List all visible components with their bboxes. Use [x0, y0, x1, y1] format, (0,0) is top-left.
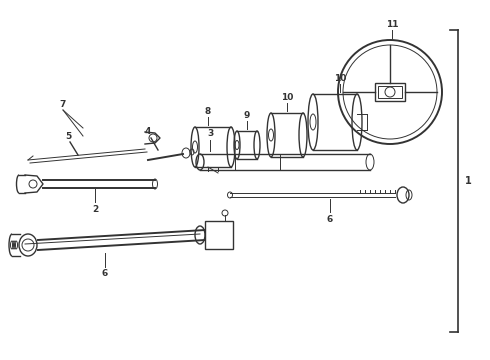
Text: 1: 1: [465, 176, 471, 186]
Text: 9: 9: [244, 111, 250, 120]
Bar: [378, 86, 402, 98]
Text: 5: 5: [65, 131, 71, 140]
Text: 10: 10: [281, 93, 293, 102]
Text: 10: 10: [334, 73, 346, 82]
Text: 11: 11: [386, 19, 398, 28]
Text: 6: 6: [327, 215, 333, 224]
Bar: [205, 221, 233, 249]
Bar: [375, 83, 405, 101]
Text: 3: 3: [207, 129, 213, 138]
Text: 4: 4: [145, 126, 151, 135]
Text: 7: 7: [60, 99, 66, 108]
Text: 2: 2: [92, 204, 98, 213]
Text: 8: 8: [205, 107, 211, 116]
Text: 6: 6: [102, 270, 108, 279]
